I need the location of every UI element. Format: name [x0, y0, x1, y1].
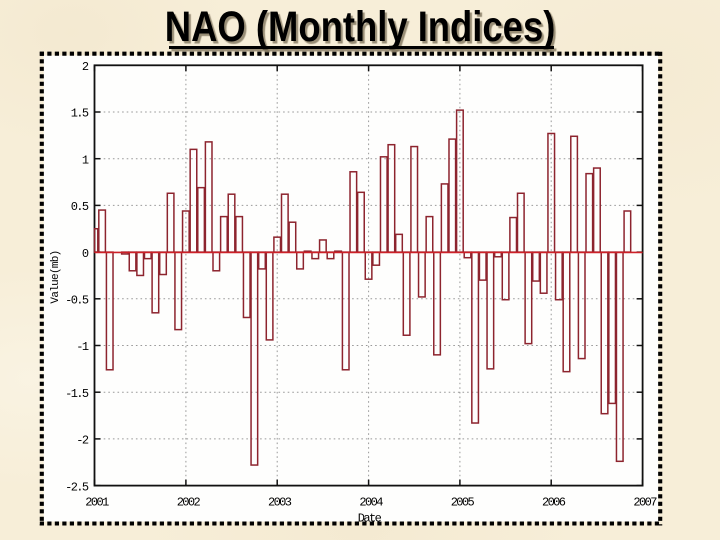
svg-text:0.5: 0.5 — [71, 200, 89, 214]
svg-text:2002: 2002 — [177, 496, 201, 510]
svg-text:1: 1 — [82, 153, 89, 167]
svg-text:-2.5: -2.5 — [65, 480, 89, 494]
svg-text:2005: 2005 — [451, 496, 475, 510]
svg-text:-1.5: -1.5 — [65, 387, 89, 401]
svg-text:2001: 2001 — [85, 496, 109, 510]
svg-text:2006: 2006 — [542, 496, 566, 510]
svg-text:2007: 2007 — [633, 496, 657, 510]
svg-text:1.5: 1.5 — [71, 107, 89, 121]
svg-text:-2: -2 — [76, 434, 89, 448]
svg-text:Value(mb): Value(mb) — [50, 250, 62, 303]
svg-text:-1: -1 — [76, 340, 89, 354]
svg-text:-0.5: -0.5 — [65, 294, 89, 308]
svg-text:2: 2 — [82, 60, 89, 74]
svg-text:0: 0 — [82, 247, 89, 261]
svg-text:2003: 2003 — [268, 496, 292, 510]
svg-text:2004: 2004 — [359, 496, 383, 510]
